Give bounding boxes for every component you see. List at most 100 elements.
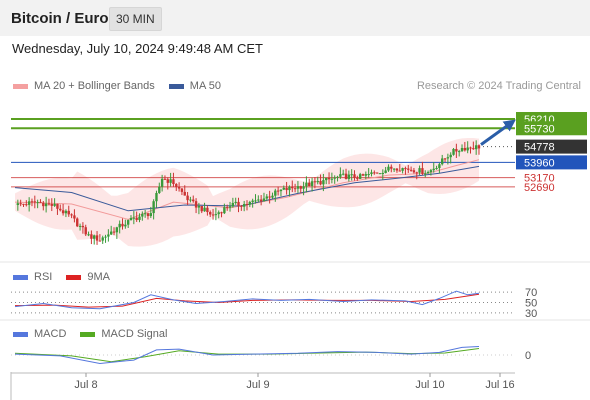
candle-body	[19, 203, 22, 205]
macd-signal-legend-label: MACD Signal	[101, 328, 168, 340]
candle-body	[325, 177, 328, 181]
rsi-ma-swatch	[66, 274, 82, 280]
candle-body	[47, 203, 51, 205]
candle-body	[401, 168, 404, 171]
research-credit: Research © 2024 Trading Central	[416, 80, 581, 92]
candle-body	[265, 196, 269, 199]
candle-body	[78, 225, 82, 227]
macd-line	[14, 346, 480, 365]
candle-body	[158, 186, 161, 193]
candle-body	[347, 174, 351, 179]
candle-body	[73, 215, 76, 219]
candle-body	[390, 166, 393, 169]
candle-body	[231, 202, 235, 207]
candle-body	[149, 213, 153, 217]
time-tick-label: Jul 9	[246, 379, 269, 391]
candle-body	[313, 181, 317, 183]
candle-body	[132, 217, 136, 219]
macd-swatch	[13, 331, 28, 337]
candle-body	[81, 225, 85, 228]
candle-body	[126, 220, 130, 225]
candle-body	[308, 182, 311, 187]
candle-body	[234, 201, 237, 203]
candle-body	[404, 168, 407, 170]
candle-body	[115, 227, 119, 233]
candle-body	[25, 204, 28, 206]
candle-body	[61, 210, 65, 214]
candle-body	[392, 168, 396, 170]
candle-body	[472, 148, 475, 150]
candle-body	[121, 223, 124, 227]
main-legend: MA 20 + Bollinger Bands MA 50	[13, 80, 221, 92]
candle-body	[22, 203, 25, 205]
candle-body	[339, 174, 342, 177]
candle-body	[316, 180, 319, 183]
candle-body	[177, 186, 181, 189]
time-axis: Jul 8 Jul 9 Jul 10 Jul 16	[10, 372, 515, 400]
candle-body	[245, 204, 249, 206]
macd-pane: 0	[0, 319, 590, 365]
candle-body	[39, 201, 42, 203]
candle-body	[203, 207, 206, 212]
candle-body	[443, 158, 447, 160]
candle-body	[76, 218, 79, 227]
candle-body	[282, 187, 285, 190]
candle-body	[424, 173, 427, 175]
rsi-legend: RSI 9MA	[13, 271, 110, 283]
price-label-53960: 53960	[516, 155, 587, 170]
candle-body	[67, 210, 70, 215]
candle-body	[412, 170, 416, 173]
candle-body	[175, 184, 178, 187]
candle-body	[192, 199, 195, 202]
candle-body	[285, 187, 288, 191]
candle-body	[160, 178, 164, 187]
candle-body	[384, 170, 387, 173]
candle-body	[409, 169, 413, 171]
candle-body	[53, 203, 56, 206]
candle-body	[70, 214, 73, 216]
candle-body	[341, 173, 345, 175]
candle-body	[90, 234, 93, 239]
candle-body	[441, 158, 444, 165]
candle-body	[271, 195, 274, 198]
candle-body	[375, 172, 379, 174]
candle-body	[59, 208, 62, 211]
candle-body	[172, 179, 175, 185]
price-label-box	[516, 121, 587, 136]
header-bar: Bitcoin / Euro 30 MIN	[0, 0, 590, 36]
candle-body	[194, 201, 198, 208]
candle-body	[296, 186, 300, 189]
candle-body	[344, 173, 348, 179]
candle-body	[415, 172, 418, 174]
price-label-box	[516, 139, 587, 154]
candle-body	[33, 201, 37, 203]
price-label-text: 52690	[524, 182, 555, 194]
candle-body	[211, 214, 215, 216]
candle-body	[305, 182, 308, 187]
candle-body	[240, 205, 243, 207]
candle-body	[373, 172, 376, 174]
candle-body	[398, 170, 401, 172]
candle-body	[457, 151, 461, 153]
candle-body	[197, 206, 201, 208]
candle-body	[101, 237, 104, 241]
rsi-ma-legend-label: 9MA	[87, 271, 110, 283]
candle-body	[118, 223, 121, 228]
candle-body	[432, 168, 435, 171]
candle-body	[353, 174, 356, 178]
candle-body	[288, 186, 291, 191]
interval-badge[interactable]: 30 MIN	[109, 7, 162, 31]
candle-body	[322, 180, 325, 185]
candle-body	[333, 177, 336, 179]
candle-body	[183, 191, 186, 196]
candle-body	[327, 177, 331, 180]
candle-body	[293, 188, 297, 190]
price-label-text: 55730	[524, 123, 555, 135]
time-tick-label: Jul 10	[415, 379, 444, 391]
price-label-text: 54778	[524, 142, 555, 154]
candle-body	[189, 199, 192, 201]
price-label-52690: 52690	[524, 182, 555, 194]
candle-body	[138, 216, 141, 220]
